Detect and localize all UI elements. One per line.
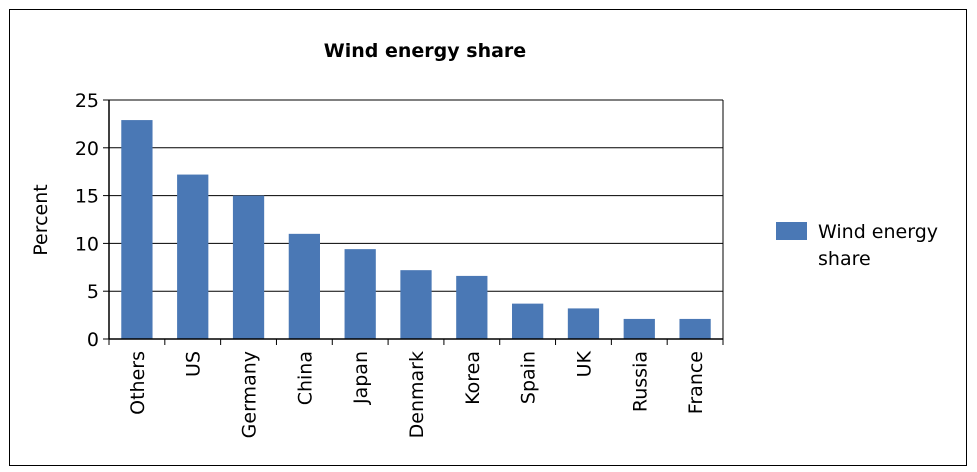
x-category-label: US bbox=[183, 351, 205, 377]
legend: Wind energy share bbox=[776, 221, 938, 270]
x-category-label: Korea bbox=[462, 351, 484, 405]
bar-japan bbox=[344, 249, 376, 339]
bar-germany bbox=[232, 195, 265, 339]
y-tick-labels: 0 5 10 15 20 25 bbox=[75, 90, 99, 351]
legend-label-line-1: Wind energy bbox=[818, 221, 938, 243]
chart-title: Wind energy share bbox=[324, 40, 526, 62]
bar-france bbox=[679, 318, 711, 339]
x-category-label: Denmark bbox=[406, 351, 428, 438]
bar-korea bbox=[456, 275, 488, 339]
x-category-label: UK bbox=[573, 350, 595, 377]
bar-denmark bbox=[400, 270, 432, 339]
y-tick-label: 20 bbox=[75, 138, 99, 160]
x-category-label: Spain bbox=[518, 351, 540, 404]
bar-uk bbox=[567, 308, 600, 339]
bar-spain bbox=[512, 303, 544, 339]
bar-china bbox=[288, 233, 320, 339]
legend-label-line-2: share bbox=[818, 248, 871, 270]
axes bbox=[103, 99, 724, 345]
x-category-label: Japan bbox=[350, 351, 372, 405]
x-tick-labels: Others US Germany China Japan Denmark Korea Spa… bbox=[127, 350, 707, 438]
chart-frame bbox=[9, 9, 967, 466]
x-category-label: Germany bbox=[239, 351, 261, 438]
x-category-label: France bbox=[685, 351, 707, 414]
x-category-label: Russia bbox=[629, 351, 651, 412]
bar-russia bbox=[623, 318, 655, 339]
bar-us bbox=[177, 174, 209, 339]
y-tick-label: 0 bbox=[87, 329, 99, 351]
bar-others bbox=[121, 120, 153, 340]
y-tick-label: 25 bbox=[75, 90, 99, 112]
y-tick-label: 15 bbox=[75, 186, 99, 208]
x-category-label: Others bbox=[127, 351, 149, 415]
legend-swatch bbox=[776, 222, 807, 240]
y-tick-label: 10 bbox=[75, 233, 99, 255]
y-tick-label: 5 bbox=[87, 281, 99, 303]
bars bbox=[121, 120, 711, 340]
x-category-label: China bbox=[294, 351, 316, 405]
y-axis-label: Percent bbox=[30, 184, 52, 256]
gridlines bbox=[109, 99, 724, 339]
